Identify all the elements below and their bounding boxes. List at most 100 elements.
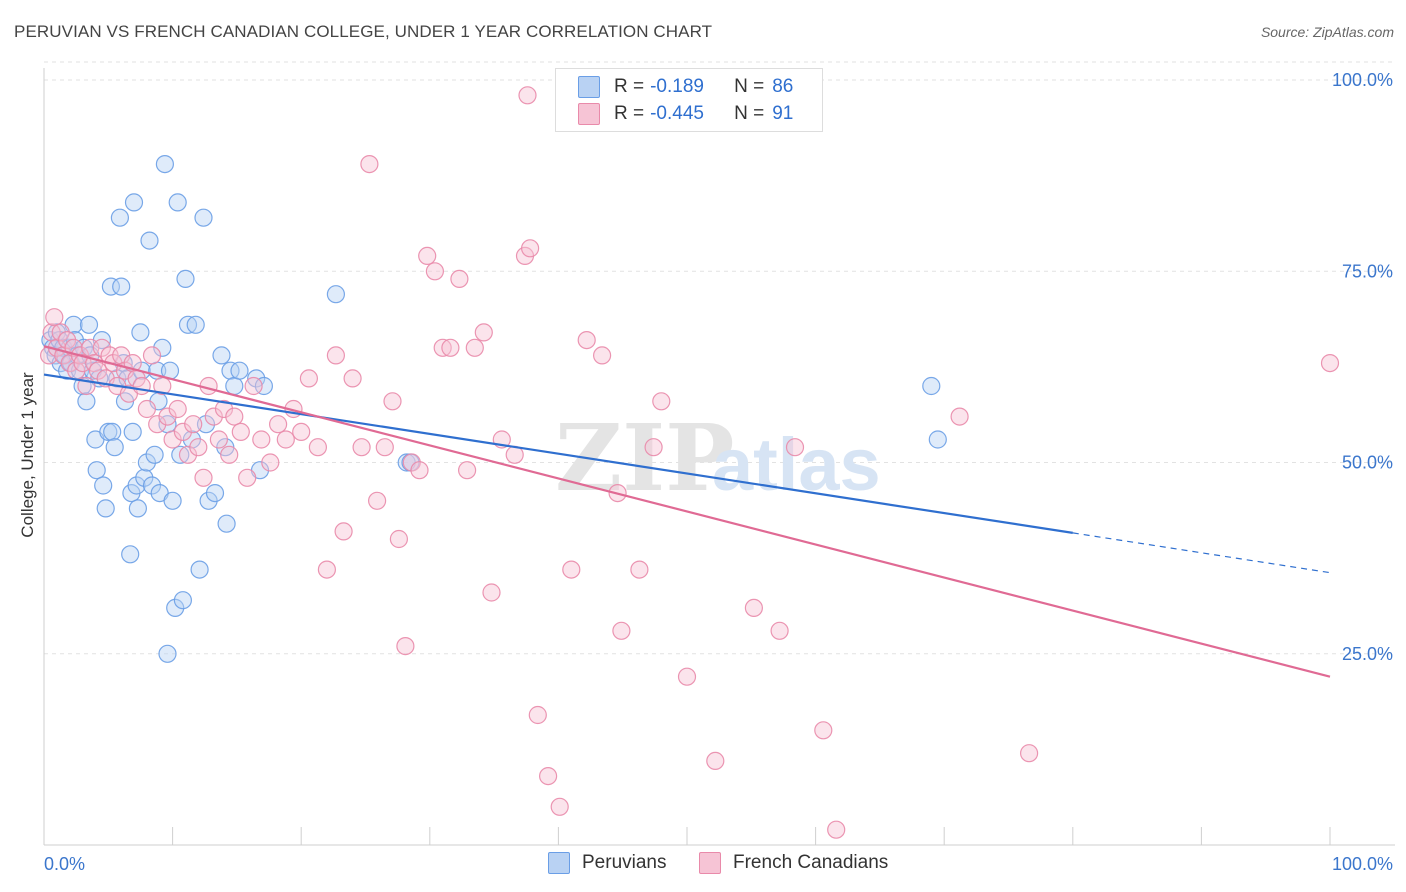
point-french-canadians — [770, 621, 789, 640]
point-peruvians — [101, 277, 121, 296]
point-peruvians — [158, 644, 177, 663]
point-peruvians — [178, 315, 198, 334]
point-peruvians — [128, 499, 147, 518]
axes — [43, 68, 1395, 846]
chart-title: PERUVIAN VS FRENCH CANADIAN COLLEGE, UND… — [14, 22, 713, 41]
point-french-canadians — [163, 430, 182, 449]
point-french-canadians — [518, 86, 537, 105]
point-french-canadians — [396, 636, 415, 656]
point-french-canadians — [550, 797, 569, 816]
point-french-canadians — [343, 369, 362, 388]
point-french-canadians — [744, 598, 764, 618]
point-french-canadians — [814, 721, 833, 740]
point-french-canadians — [292, 422, 311, 441]
point-french-canadians — [132, 376, 151, 396]
point-french-canadians — [827, 820, 846, 839]
r-value: -0.445 — [650, 103, 704, 124]
point-peruvians — [145, 445, 164, 464]
point-french-canadians — [706, 751, 725, 771]
watermark-atlas: atlas — [712, 423, 881, 506]
point-peruvians — [96, 499, 115, 518]
point-french-canadians — [299, 369, 318, 388]
r-label: R = — [614, 103, 645, 124]
point-french-canadians — [45, 308, 64, 327]
bottom-legend-french-canadians: French Canadians — [699, 852, 888, 874]
point-french-canadians — [360, 155, 379, 174]
y-tick-label: 100.0% — [1332, 70, 1393, 90]
point-french-canadians — [189, 438, 208, 457]
point-french-canadians — [450, 269, 469, 288]
point-french-canadians — [184, 415, 203, 434]
point-french-canadians — [425, 262, 444, 281]
point-peruvians — [163, 491, 182, 510]
point-french-canadians — [441, 338, 460, 357]
point-french-canadians — [474, 323, 493, 342]
point-french-canadians — [194, 468, 213, 487]
point-french-canadians — [1019, 744, 1039, 763]
point-french-canadians — [433, 338, 452, 357]
point-peruvians — [142, 476, 162, 495]
n-label: N = — [734, 103, 765, 124]
point-peruvians — [131, 323, 150, 342]
point-french-canadians — [652, 392, 671, 411]
gridlines — [44, 61, 1395, 655]
point-french-canadians — [238, 468, 257, 487]
point-french-canadians — [562, 560, 581, 579]
point-peruvians — [326, 285, 345, 304]
point-french-canadians — [458, 461, 477, 480]
trend-line-peruvians-extension — [1072, 532, 1331, 574]
point-french-canadians — [276, 430, 295, 449]
point-french-canadians — [261, 453, 280, 472]
point-french-canadians — [375, 438, 394, 457]
point-french-canadians — [317, 560, 336, 579]
point-peruvians — [140, 231, 159, 250]
point-french-canadians — [528, 705, 547, 725]
point-french-canadians — [244, 376, 263, 396]
point-french-canadians — [269, 415, 288, 434]
point-peruvians — [153, 338, 172, 357]
y-tick-label: 75.0% — [1342, 261, 1393, 281]
legend-row-french-canadians: R = -0.445 N = 91 — [578, 102, 793, 126]
point-peruvians — [212, 346, 231, 365]
point-french-canadians — [950, 407, 969, 426]
point-peruvians — [928, 430, 947, 449]
point-french-canadians — [538, 766, 558, 786]
point-peruvians — [99, 422, 118, 441]
point-peruvians — [922, 376, 941, 396]
n-label: N = — [734, 76, 765, 97]
point-peruvians — [225, 376, 244, 396]
point-french-canadians — [577, 331, 596, 350]
point-peruvians — [194, 208, 213, 227]
x-tick-label-end: 100.0% — [1332, 854, 1393, 874]
point-french-canadians — [204, 407, 223, 426]
point-peruvians — [123, 422, 142, 441]
legend-swatch-french-canadians — [578, 103, 600, 125]
point-french-canadians — [92, 338, 112, 357]
point-french-canadians — [142, 346, 162, 365]
point-peruvians — [168, 193, 187, 212]
r-value: -0.189 — [650, 76, 704, 97]
point-french-canadians — [785, 438, 805, 457]
trend-line-peruvians — [43, 373, 1073, 534]
point-french-canadians — [465, 338, 484, 357]
point-peruvians — [77, 392, 96, 411]
point-french-canadians — [148, 415, 167, 434]
point-peruvians — [87, 461, 106, 480]
point-peruvians — [186, 315, 205, 334]
point-french-canadians — [168, 399, 187, 419]
point-french-canadians — [334, 522, 353, 541]
point-french-canadians — [630, 560, 649, 579]
point-peruvians — [135, 468, 154, 487]
point-french-canadians — [644, 438, 663, 457]
point-peruvians — [124, 193, 144, 212]
point-peruvians — [110, 208, 130, 227]
point-peruvians — [205, 484, 225, 503]
point-peruvians — [103, 422, 122, 441]
point-peruvians — [190, 560, 209, 579]
point-peruvians — [173, 591, 192, 610]
source-credit: Source: ZipAtlas.com — [1260, 24, 1394, 40]
point-french-canadians — [209, 430, 228, 449]
point-french-canadians — [214, 399, 234, 419]
point-peruvians — [230, 361, 249, 380]
point-french-canadians — [158, 407, 177, 426]
